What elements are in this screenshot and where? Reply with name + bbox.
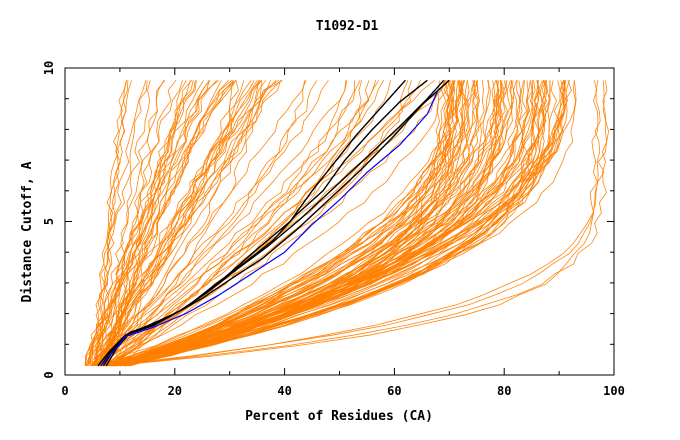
x-tick-label: 20 <box>168 384 182 398</box>
x-tick-label: 80 <box>497 384 511 398</box>
model-curve-middle <box>103 80 262 367</box>
model-curve-shallow <box>119 80 531 367</box>
model-curve-steep <box>94 80 129 366</box>
model-curve-steep <box>85 80 229 366</box>
model-curve-middle <box>101 80 233 366</box>
model-curve-shallow <box>100 80 545 367</box>
axis-tick-labels: 0 20 40 60 80 100 0 5 10 <box>42 61 625 398</box>
y-tick-label: 5 <box>42 218 56 225</box>
model-curve-middle <box>107 80 363 367</box>
model-curve-shallow <box>107 80 455 367</box>
model-curve-steep <box>104 80 187 366</box>
axis-ticks <box>64 67 615 376</box>
model-curve-steep <box>84 79 220 366</box>
model-curve-shallow <box>124 80 551 367</box>
model-curve-steep <box>99 80 237 366</box>
y-axis-label: Distance Cutoff, A <box>20 161 35 302</box>
chart-title: T1092-D1 <box>316 19 379 34</box>
y-tick-label: 0 <box>42 371 56 378</box>
model-curve-middle <box>92 80 239 366</box>
model-curve-steep <box>88 80 210 366</box>
model-curve-steep <box>95 80 261 366</box>
model-curve-steep <box>85 80 211 366</box>
model-curve-steep <box>105 80 165 366</box>
model-curve-middle <box>104 80 307 367</box>
model-curve-shallow <box>117 80 477 367</box>
model-curve-shallow <box>102 80 564 367</box>
y-tick-label: 10 <box>42 61 56 75</box>
model-curve-middle <box>99 80 306 367</box>
model-curve-steep <box>87 80 148 366</box>
model-black-4-line <box>97 79 406 367</box>
model-curve-shallow <box>126 80 567 367</box>
model-curve-shallow <box>125 80 480 367</box>
x-tick-label: 100 <box>603 384 625 398</box>
model-curve-shallow <box>114 80 451 367</box>
model-curve-shallow <box>100 80 466 367</box>
x-tick-label: 0 <box>61 384 68 398</box>
model-curve-shallow <box>115 80 515 367</box>
model-curve-middle <box>93 80 361 367</box>
model-curve-shallow <box>104 80 547 367</box>
model-curve-middle <box>89 80 348 367</box>
model-curve-middle <box>111 80 380 367</box>
model-curve-middle <box>95 80 377 367</box>
model-curve-shallow <box>125 80 504 367</box>
model-curve-middle <box>95 80 347 367</box>
model-curve-steep <box>98 80 183 366</box>
model-curve-shallow <box>97 80 456 367</box>
model-curve-middle <box>111 80 262 367</box>
model-curve-shallow <box>105 80 469 367</box>
x-axis-label: Percent of Residues (CA) <box>245 409 433 424</box>
model-curve-rightmost <box>107 80 610 367</box>
model-curve-shallow <box>125 80 540 367</box>
reference-blue-line <box>100 89 439 367</box>
model-curve-shallow <box>115 80 464 367</box>
model-curve-shallow <box>115 80 566 367</box>
model-curve-steep <box>107 80 194 366</box>
model-curve-steep <box>102 80 151 366</box>
model-curve-shallow <box>125 80 533 367</box>
model-curve-middle <box>98 80 260 367</box>
model-curve-middle <box>94 80 245 366</box>
x-tick-label: 60 <box>387 384 401 398</box>
model-curve-rightmost <box>105 80 601 367</box>
model-black-3-line <box>105 79 428 367</box>
model-curve-steep <box>94 80 166 366</box>
model-curve-middle <box>112 80 266 366</box>
highlight-curves <box>97 79 450 367</box>
model-curve-steep <box>91 80 147 366</box>
model-curve-shallow <box>124 80 540 367</box>
model-curve-shallow <box>130 80 470 367</box>
model-curve-middle <box>108 80 446 367</box>
background-model-curves <box>84 79 610 367</box>
model-curve-middle <box>96 80 271 366</box>
x-tick-label: 40 <box>277 384 291 398</box>
model-curve-middle <box>102 80 448 367</box>
model-curve-steep <box>107 80 177 366</box>
model-curve-rightmost <box>115 80 608 367</box>
model-curve-middle <box>113 80 449 367</box>
model-curve-rightmost <box>112 80 599 367</box>
